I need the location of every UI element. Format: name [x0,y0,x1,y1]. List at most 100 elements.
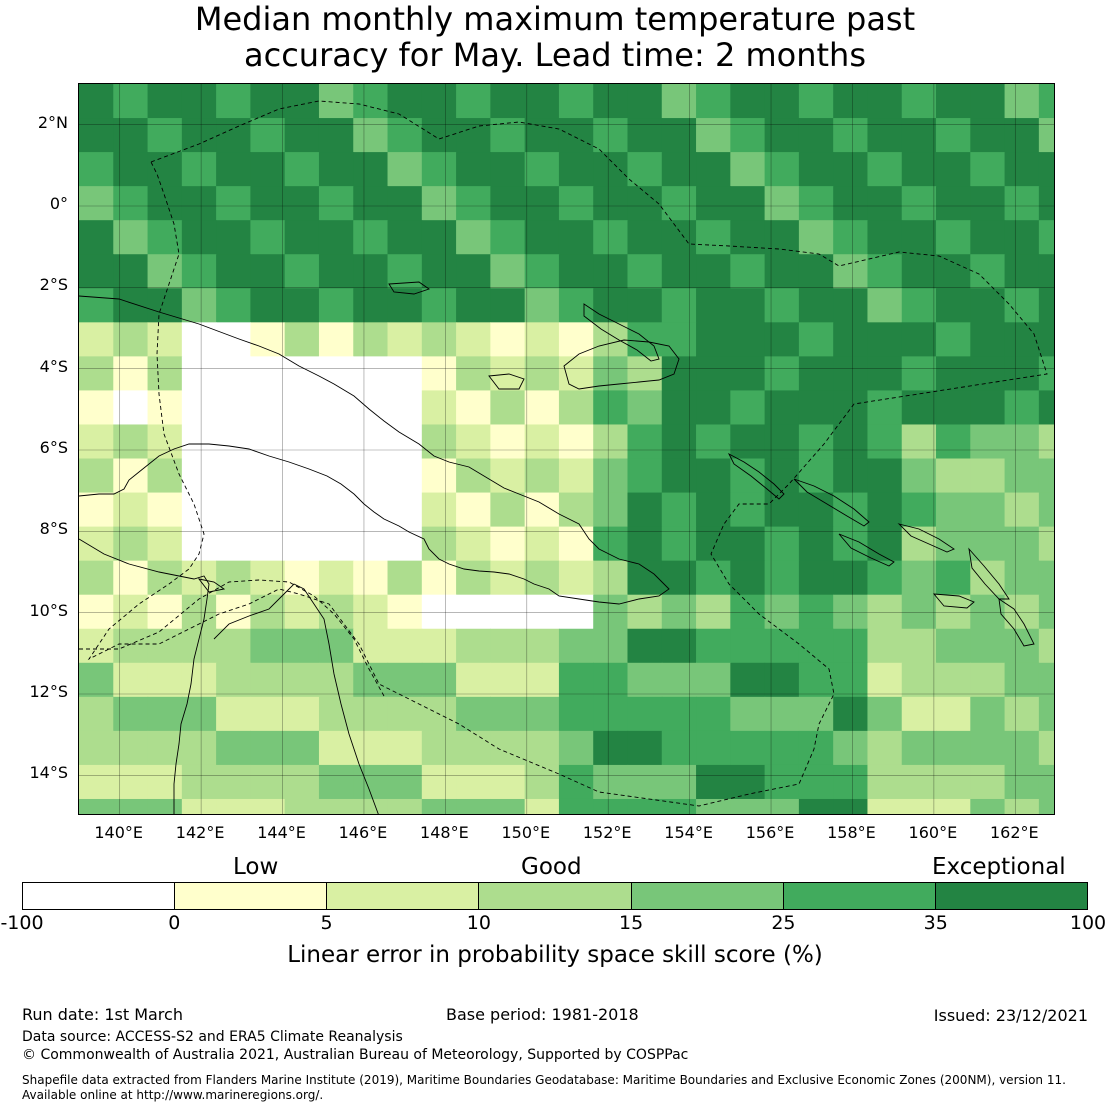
skill-cell [764,764,800,800]
skill-cell [627,730,663,766]
skill-cell [764,288,800,323]
skill-cell [456,288,491,323]
latitude-tick-label: 0° [49,194,68,213]
skill-cell [627,254,663,289]
skill-cell [730,526,766,562]
skill-cell [627,288,663,323]
skill-cell [661,492,697,528]
skill-cell [558,186,594,221]
skill-cell [1004,220,1040,255]
longitude-tick-label: 140°E [94,823,144,842]
skill-cell [593,492,629,528]
skill-cell [216,492,251,528]
skill-cell [936,390,971,426]
skill-cell [353,152,389,187]
skill-cell [113,764,149,800]
skill-cell [79,628,114,664]
skill-cell [901,118,937,153]
skill-cell [833,254,869,289]
skill-cell [730,118,766,153]
skill-cell [284,526,320,562]
skill-cell [79,390,114,426]
skill-cell [353,220,389,255]
skill-cell [318,764,354,800]
skill-cell [627,118,663,153]
skill-cell [387,84,423,119]
legend-category-good: Good [521,854,582,880]
skill-cell [936,730,971,766]
skill-cell [627,628,663,664]
skill-cell [661,730,697,766]
skill-cell [250,662,286,698]
skill-cell [798,560,834,596]
skill-cell [1004,118,1040,153]
skill-cell [421,220,457,255]
skill-cell [284,220,320,255]
skill-cell [421,458,457,494]
skill-cell [867,84,903,119]
manus-isl [388,281,430,295]
skill-cell [867,696,903,732]
new-guinea-coastline [79,295,670,605]
skill-cell [798,390,834,426]
skill-cell [216,594,251,630]
skill-cell [730,458,766,494]
skill-cell [456,118,491,153]
skill-cell [456,696,491,732]
skill-cell [79,560,114,596]
skill-cell [970,662,1006,698]
skill-cell [558,696,594,732]
skill-cell [181,458,217,494]
skill-cell [936,526,971,562]
skill-cell [696,186,731,221]
skill-cell [558,254,594,289]
skill-cell [833,390,869,426]
skill-cell [558,798,594,814]
skill-cell [250,220,286,255]
skill-cell [1038,220,1054,255]
skill-cell [730,220,766,255]
skill-cell [696,526,731,562]
skill-cell [764,390,800,426]
skill-cell [524,390,560,426]
skill-cell [970,254,1006,289]
skill-cell [216,730,251,766]
skill-cell [284,186,320,221]
skill-cell [936,424,971,460]
skill-cell [696,628,731,664]
skill-cell [79,322,114,357]
skill-cell [284,492,320,528]
skill-cell [216,322,251,357]
skill-cell [387,764,423,800]
skill-cell [730,662,766,698]
skill-cell [730,322,766,357]
skill-cell [936,764,971,800]
skill-cell [147,730,183,766]
longitude-tick-label: 158°E [827,823,876,842]
skill-cell [730,254,766,289]
skill-cell [936,798,971,814]
skill-cell [250,390,286,426]
longitude-tick-label: 148°E [420,823,469,842]
skill-cell [490,424,526,460]
graticule [79,84,1054,814]
skill-cell [456,84,491,119]
skill-cell [798,662,834,698]
skill-cell [1038,628,1054,664]
skill-cell [1038,594,1054,630]
skill-cell [318,424,354,460]
skill-cell [113,322,149,357]
skill-cell [1004,696,1040,732]
skill-cell [593,798,629,814]
skill-cell [627,662,663,698]
skill-cell [79,696,114,732]
skill-cell [661,764,697,800]
skill-cell [593,288,629,323]
skill-cell [353,288,389,323]
skill-cell [421,186,457,221]
skill-cell [421,594,457,630]
skill-cell [181,288,217,323]
skill-cell [1038,764,1054,800]
skill-cell [387,322,423,357]
skill-cell [730,696,766,732]
